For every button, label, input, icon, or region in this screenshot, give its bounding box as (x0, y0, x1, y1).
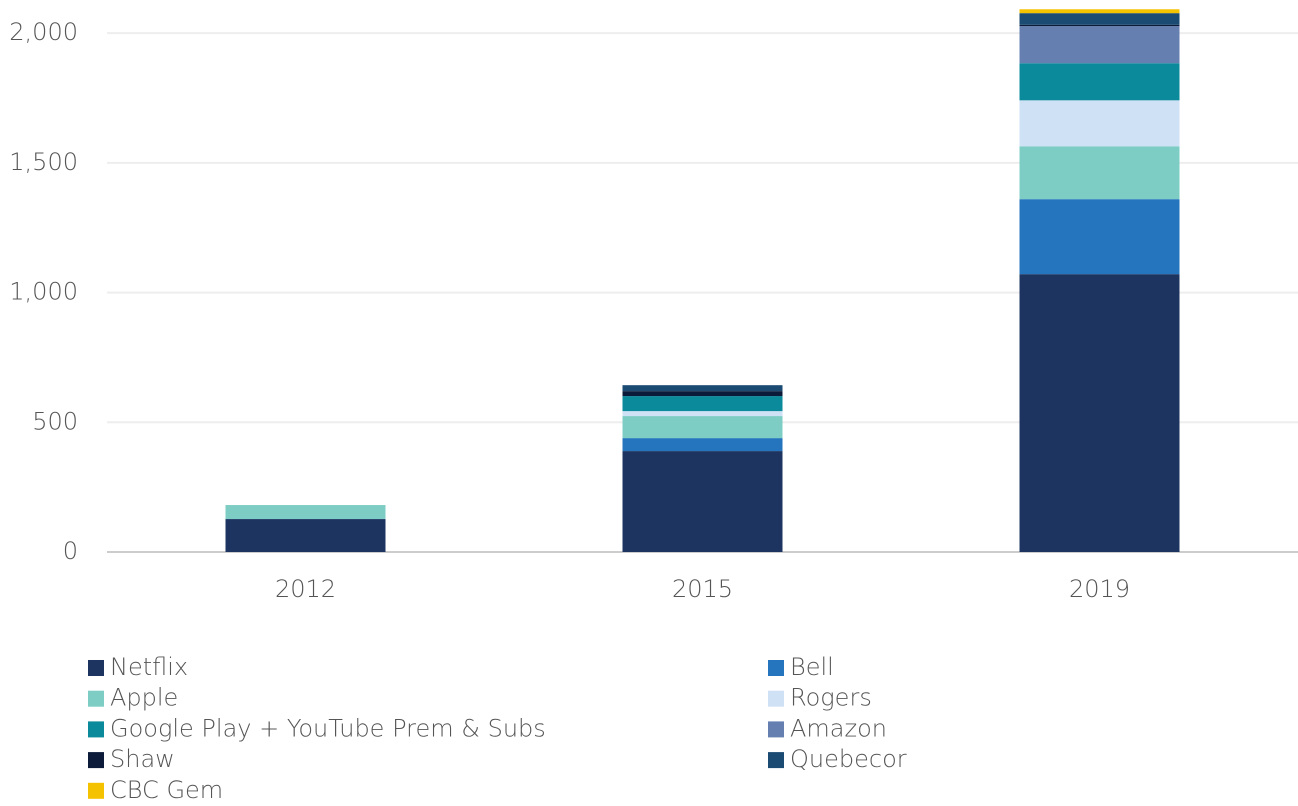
y-tick-label: 0 (63, 537, 78, 565)
bar-segment (622, 385, 783, 392)
bar-segment (1019, 13, 1180, 25)
bar-segment (1019, 100, 1180, 147)
legend-swatch (88, 782, 104, 799)
x-tick-label: 2019 (1069, 575, 1130, 603)
y-tick-label: 1,000 (9, 278, 78, 306)
legend-label: Apple (110, 684, 178, 712)
bar-segment (1019, 9, 1180, 14)
legend-label: Bell (790, 653, 834, 681)
bar-segment (225, 519, 386, 552)
y-tick-label: 2,000 (9, 18, 78, 46)
legend-swatch (88, 721, 104, 738)
legend-swatch (88, 690, 104, 707)
bar-segment (622, 438, 783, 452)
bar-segment (622, 391, 783, 397)
bar-segment (622, 416, 783, 439)
legend-swatch (768, 721, 784, 738)
legend-swatch (88, 752, 104, 769)
legend-label: Netflix (110, 653, 188, 681)
bar-segment (1019, 274, 1180, 552)
legend-swatch (88, 660, 104, 676)
legend-label: Shaw (110, 745, 175, 773)
legend-label: Quebecor (790, 745, 907, 773)
legend-label: Amazon (790, 714, 887, 742)
legend-swatch (768, 752, 784, 769)
x-tick-label: 2015 (672, 575, 733, 603)
legend-swatch (768, 690, 784, 707)
x-tick-label: 2012 (275, 575, 336, 603)
bar-segment (1019, 63, 1180, 101)
bar-segment (622, 396, 783, 412)
legend-swatch (768, 660, 784, 676)
bar-segment (225, 505, 386, 520)
bar-segment (1019, 199, 1180, 275)
bar-segment (1019, 146, 1180, 200)
bar-segment (622, 451, 783, 552)
y-tick-label: 1,500 (9, 148, 78, 176)
bar-segment (1019, 24, 1180, 27)
legend-label: Google Play + YouTube Prem & Subs (110, 714, 546, 742)
legend-label: CBC Gem (110, 776, 223, 802)
legend-label: Rogers (790, 684, 872, 712)
bar-segment (1019, 26, 1180, 64)
bar-segment (622, 411, 783, 417)
y-tick-label: 500 (32, 407, 78, 435)
